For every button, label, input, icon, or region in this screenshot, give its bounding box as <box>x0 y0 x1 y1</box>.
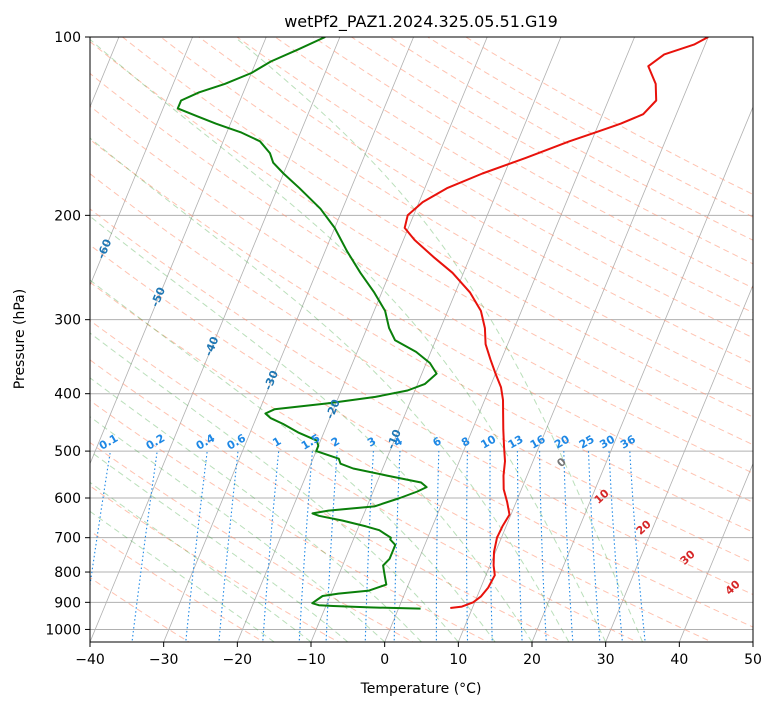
dry-adiabat <box>122 37 753 418</box>
dry-adiabat <box>90 72 753 474</box>
dry-adiabat <box>313 37 753 289</box>
y-tick-label: 900 <box>54 595 81 611</box>
mixing-ratio-line <box>185 451 208 642</box>
x-tick-label: 50 <box>744 652 762 668</box>
y-axis-title: Pressure (hPa) <box>12 289 28 389</box>
dry-adiabat <box>389 37 753 241</box>
x-tick-label: 0 <box>380 652 389 668</box>
mixing-ratio-line <box>608 451 623 642</box>
moist-adiabat <box>90 38 607 642</box>
dry-adiabat <box>90 173 753 564</box>
mixing-ratio-line <box>325 451 338 642</box>
x-tick-label: −30 <box>149 652 179 668</box>
dry-adiabat <box>90 244 753 628</box>
dry-adiabat <box>90 319 639 642</box>
mixing-ratio-line <box>466 451 469 642</box>
dry-adiabat <box>90 138 753 533</box>
y-tick-label: 700 <box>54 531 81 547</box>
dry-adiabat <box>90 40 753 446</box>
x-axis-title: Temperature (°C) <box>360 681 482 697</box>
moist-adiabat <box>90 416 386 642</box>
dry-adiabat <box>236 37 753 339</box>
mixing-ratio-line <box>516 451 523 642</box>
dry-adiabat <box>90 441 415 642</box>
x-tick-label: 10 <box>449 652 467 668</box>
x-tick-label: −10 <box>296 652 326 668</box>
y-tick-label: 100 <box>54 30 81 46</box>
y-tick-label: 600 <box>54 491 81 507</box>
mixing-ratio-line <box>435 451 440 642</box>
isotherm-line <box>605 284 753 642</box>
dry-adiabat <box>90 105 753 503</box>
y-tick-label: 400 <box>54 387 81 403</box>
moist-adiabats <box>90 37 643 642</box>
mixing-ratio-line <box>629 451 646 642</box>
isotherm-line <box>678 462 753 642</box>
mixing-ratio-line <box>262 451 280 642</box>
dry-adiabats <box>90 37 753 642</box>
moist-adiabat <box>90 481 312 642</box>
y-tick-label: 300 <box>54 313 81 329</box>
dry-adiabat <box>465 37 753 195</box>
moist-adiabat <box>90 377 422 642</box>
plot-frame <box>89 36 754 643</box>
y-tick-label: 800 <box>54 565 81 581</box>
dry-adiabat <box>274 37 753 314</box>
sounding-series <box>176 37 709 610</box>
isotherm-label: -80 <box>0 143 6 167</box>
dry-adiabat <box>427 37 753 218</box>
mixing-ratio-line <box>539 451 547 642</box>
x-tick-label: 20 <box>523 652 541 668</box>
moist-adiabat <box>90 510 275 642</box>
dry-adiabat <box>351 37 753 265</box>
axis-ticks: −40 −30 −20 −10 0 10 20 30 40 50 100 200 300 400 500 60… <box>45 30 762 668</box>
temperature-line <box>403 37 709 609</box>
dry-adiabat <box>198 37 753 365</box>
mixing-ratio-line <box>563 451 574 642</box>
isotherm-line <box>90 37 267 465</box>
x-tick-label: 40 <box>670 652 688 668</box>
y-tick-label: 1000 <box>45 622 81 638</box>
isotherm-line <box>163 37 414 642</box>
dry-adiabat <box>90 485 340 642</box>
dry-adiabat <box>90 208 753 596</box>
isotherm-line <box>531 105 753 642</box>
moist-adiabat <box>234 37 643 642</box>
dewpoint-line <box>176 37 438 610</box>
x-tick-label: −40 <box>75 652 105 668</box>
mixing-ratio-line <box>393 451 401 642</box>
mixing-ratio-line <box>587 451 601 642</box>
y-tick-label: 200 <box>54 208 81 224</box>
isotherm-line <box>384 37 635 642</box>
mixing-ratio-line <box>218 451 239 642</box>
mixing-ratio-line <box>298 451 313 642</box>
mixing-ratio-line <box>364 451 374 642</box>
moist-adiabat <box>90 215 533 642</box>
isotherm-line <box>752 640 753 642</box>
isotherm-line <box>90 37 193 287</box>
plot-background <box>90 37 753 642</box>
isotherm-line <box>457 37 709 642</box>
x-tick-label: 30 <box>597 652 615 668</box>
isotherm-line <box>90 37 341 642</box>
moist-adiabat <box>90 137 570 642</box>
moist-adiabat <box>90 332 459 642</box>
x-tick-label: −20 <box>223 652 253 668</box>
mixing-ratio-lines <box>90 451 646 642</box>
mixing-ratio-line <box>489 451 493 642</box>
dry-adiabat <box>90 281 714 642</box>
mixing-ratio-line <box>131 451 158 642</box>
moist-adiabat <box>90 279 496 642</box>
chart-title: wetPf2_PAZ1.2024.325.05.51.G19 <box>284 12 558 32</box>
y-tick-label: 500 <box>54 444 81 460</box>
dry-adiabat <box>160 37 753 391</box>
isotherm-line <box>236 37 488 642</box>
